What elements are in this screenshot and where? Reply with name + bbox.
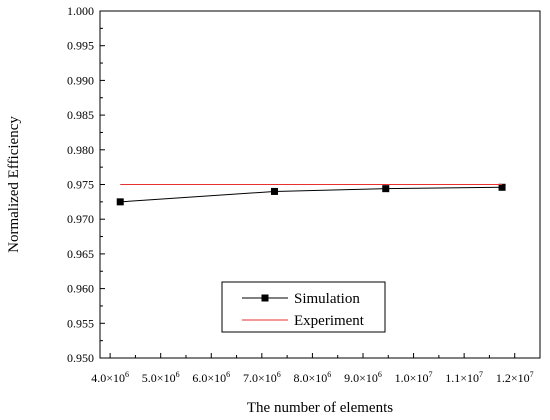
- legend-label-experiment: Experiment: [294, 313, 365, 329]
- y-tick-label: 0.975: [67, 178, 94, 192]
- y-tick-label: 0.980: [67, 143, 94, 157]
- x-tick-label: 7.0×106: [243, 370, 281, 385]
- y-tick-label: 1.000: [67, 4, 94, 18]
- data-point: [270, 187, 278, 195]
- y-tick-label: 0.990: [67, 73, 94, 87]
- y-tick-label: 0.985: [67, 108, 94, 122]
- x-axis: 4.0×106 5.0×106 6.0×106 7.0×106 8.0×106 9.0×1…: [91, 353, 534, 385]
- data-point: [498, 183, 506, 191]
- x-tick-label: 1.2×107: [496, 370, 534, 385]
- x-tick-label: 4.0×106: [91, 370, 129, 385]
- x-tick-label: 1.1×107: [445, 370, 483, 385]
- y-tick-label: 0.955: [67, 316, 94, 330]
- data-point: [116, 198, 124, 206]
- y-tick-label: 0.995: [67, 39, 94, 53]
- y-axis-title: Normalized Efficiency: [6, 116, 22, 253]
- legend-label-simulation: Simulation: [294, 291, 360, 307]
- y-axis: 0.950 0.955 0.960 0.965 0.970 0.975 0.980 0.985…: [67, 4, 105, 365]
- y-tick-label: 0.960: [67, 282, 94, 296]
- x-tick-label: 5.0×106: [142, 370, 180, 385]
- legend-box: [221, 281, 386, 333]
- series-line-simulation: [120, 186, 503, 203]
- x-tick-label: 8.0×106: [294, 370, 332, 385]
- data-point: [382, 185, 390, 193]
- x-tick-label: 6.0×106: [192, 370, 230, 385]
- y-tick-label: 0.950: [67, 351, 94, 365]
- legend: Simulation Experiment: [221, 281, 386, 333]
- series-layer: [116, 183, 506, 206]
- legend-marker-simulation: [261, 294, 269, 302]
- x-tick-label: 1.0×107: [395, 370, 433, 385]
- x-tick-label: 9.0×106: [344, 370, 382, 385]
- y-tick-label: 0.965: [67, 247, 94, 261]
- x-axis-title: The number of elements: [247, 400, 393, 416]
- y-tick-label: 0.970: [67, 212, 94, 226]
